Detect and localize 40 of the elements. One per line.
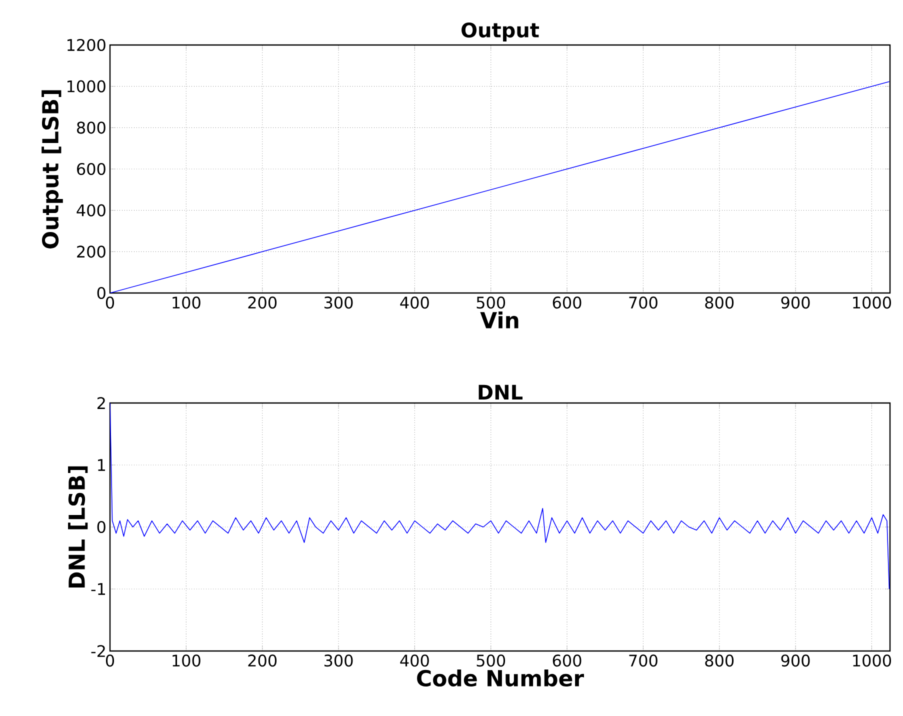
x-tick-label: 100	[172, 654, 200, 667]
x-tick-label: 300	[324, 296, 353, 309]
y-tick-label: 1000	[68, 80, 106, 92]
x-tick-label: 0	[106, 654, 114, 667]
x-tick-label: 200	[248, 654, 277, 667]
x-tick-label: 500	[476, 296, 506, 309]
x-tick-label: 100	[172, 296, 200, 309]
y-tick-label: -1	[91, 583, 105, 595]
x-tick-label: 800	[705, 296, 734, 309]
y-tick-label: 0	[97, 286, 106, 300]
chart-title: DNL	[478, 384, 523, 400]
x-tick-label: 900	[781, 296, 810, 309]
x-axis-title: Vin	[480, 311, 518, 328]
y-tick-label: 2	[97, 397, 105, 409]
x-tick-label: 400	[400, 654, 429, 667]
x-tick-label: 600	[552, 296, 582, 309]
x-tick-label: 800	[705, 654, 734, 667]
y-tick-label: 200	[77, 246, 106, 258]
x-tick-label: 700	[629, 654, 658, 667]
y-tick-label: 1200	[68, 38, 106, 52]
x-tick-label: 300	[324, 654, 353, 667]
y-axis-title: Output [LSB]	[42, 90, 63, 249]
x-tick-label: 900	[781, 654, 810, 667]
x-tick-label: 1000	[853, 296, 892, 309]
x-tick-label: 700	[629, 296, 658, 309]
x-tick-label: 200	[248, 296, 277, 309]
x-tick-label: 500	[476, 654, 506, 667]
y-tick-label: -2	[91, 645, 105, 657]
x-tick-label: 600	[552, 654, 582, 667]
y-tick-label: 400	[76, 204, 106, 216]
x-axis-title: Code Number	[417, 669, 584, 687]
y-tick-label: 0	[97, 520, 106, 534]
x-tick-label: 1000	[853, 654, 892, 667]
x-tick-label: 0	[106, 296, 114, 309]
y-tick-label: 1	[98, 459, 105, 471]
y-axis-title: DNL [LSB]	[68, 466, 88, 588]
y-tick-label: 800	[77, 122, 106, 134]
chart-title: Output	[462, 22, 539, 42]
x-tick-label: 400	[400, 296, 429, 309]
y-tick-label: 600	[77, 162, 106, 176]
